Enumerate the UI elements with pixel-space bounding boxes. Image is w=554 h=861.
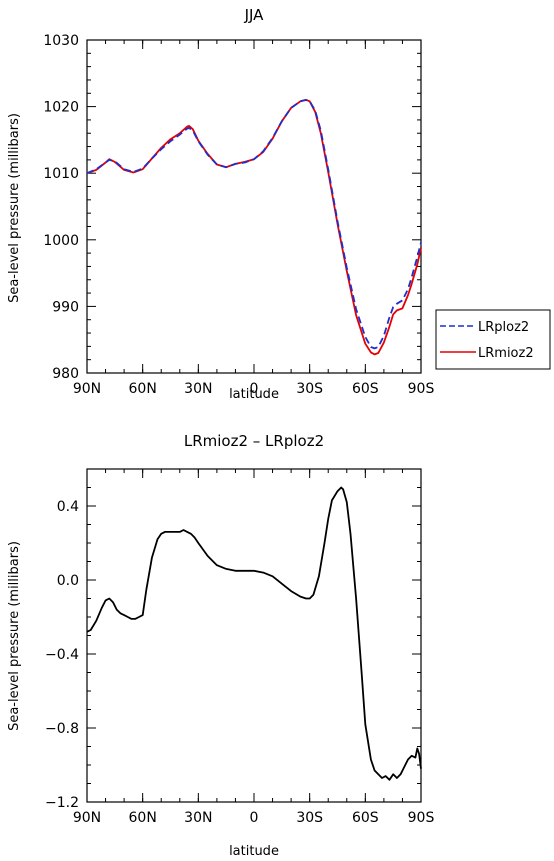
bottom-x-tick-label: 60N	[129, 810, 157, 826]
top-series-line-lrmioz2	[86, 99, 422, 356]
bottom-x-tick-label: 90N	[73, 810, 101, 826]
top-y-tick-label: 1030	[43, 33, 79, 49]
bottom-y-tick-label: 0.4	[57, 499, 79, 515]
bottom-chart: LRmioz2 – LRploz2 90N 60N 30N 0 30S 60S 90S −1.…	[7, 432, 434, 859]
top-x-tick-label: 90N	[73, 381, 101, 397]
bottom-plot-area: 90N 60N 30N 0 30S 60S 90S −1.2 −0.8 −0.4 0.0 0.4	[45, 468, 435, 826]
top-x-tick-label: 30S	[296, 381, 323, 397]
top-x-tick-label: 90S	[408, 381, 435, 397]
bottom-x-tick-label: 30N	[184, 810, 212, 826]
bottom-x-tick-label: 0	[250, 810, 259, 826]
legend: LRploz2 LRmioz2	[435, 309, 551, 370]
top-y-tick-label: 1020	[43, 100, 79, 116]
bottom-series-line-difference	[86, 486, 422, 781]
top-chart-title: JJA	[244, 6, 265, 24]
top-x-tick-label: 60N	[129, 381, 157, 397]
top-plot-frame	[86, 39, 422, 374]
top-x-tick-label: 60S	[352, 381, 379, 397]
legend-label-lrploz2: LRploz2	[478, 320, 529, 335]
bottom-y-tick-label: −1.2	[45, 795, 79, 811]
top-y-tick-label: 1010	[43, 166, 79, 182]
bottom-y-tick-label: −0.4	[45, 647, 79, 663]
top-chart: JJA 90N 60N 30N 0 30S 60S 90S 980 990 1000 1010 102…	[7, 6, 551, 402]
bottom-chart-title: LRmioz2 – LRploz2	[184, 432, 324, 450]
legend-box	[435, 309, 551, 370]
bottom-y-axis-label: Sea-level pressure (millibars)	[7, 541, 22, 731]
bottom-plot-frame	[86, 468, 422, 803]
top-y-axis-label: Sea-level pressure (millibars)	[7, 113, 22, 303]
bottom-x-tick-label: 60S	[352, 810, 379, 826]
top-y-tick-label: 1000	[43, 233, 79, 249]
top-plot-area: 90N 60N 30N 0 30S 60S 90S 980 990 1000 1010 1020 103…	[43, 33, 434, 397]
bottom-y-tick-label: −0.8	[45, 721, 79, 737]
top-y-tick-label: 990	[52, 299, 79, 315]
top-x-tick-label: 0	[250, 381, 259, 397]
bottom-x-tick-label: 30S	[296, 810, 323, 826]
top-series-line-lrploz2	[86, 99, 422, 350]
bottom-x-tick-label: 90S	[408, 810, 435, 826]
top-y-tick-label: 980	[52, 366, 79, 382]
top-x-axis-label: latitude	[229, 387, 279, 402]
top-x-tick-label: 30N	[184, 381, 212, 397]
legend-label-lrmioz2: LRmioz2	[478, 346, 534, 361]
bottom-y-tick-label: 0.0	[57, 573, 79, 589]
bottom-x-axis-label: latitude	[229, 844, 279, 859]
